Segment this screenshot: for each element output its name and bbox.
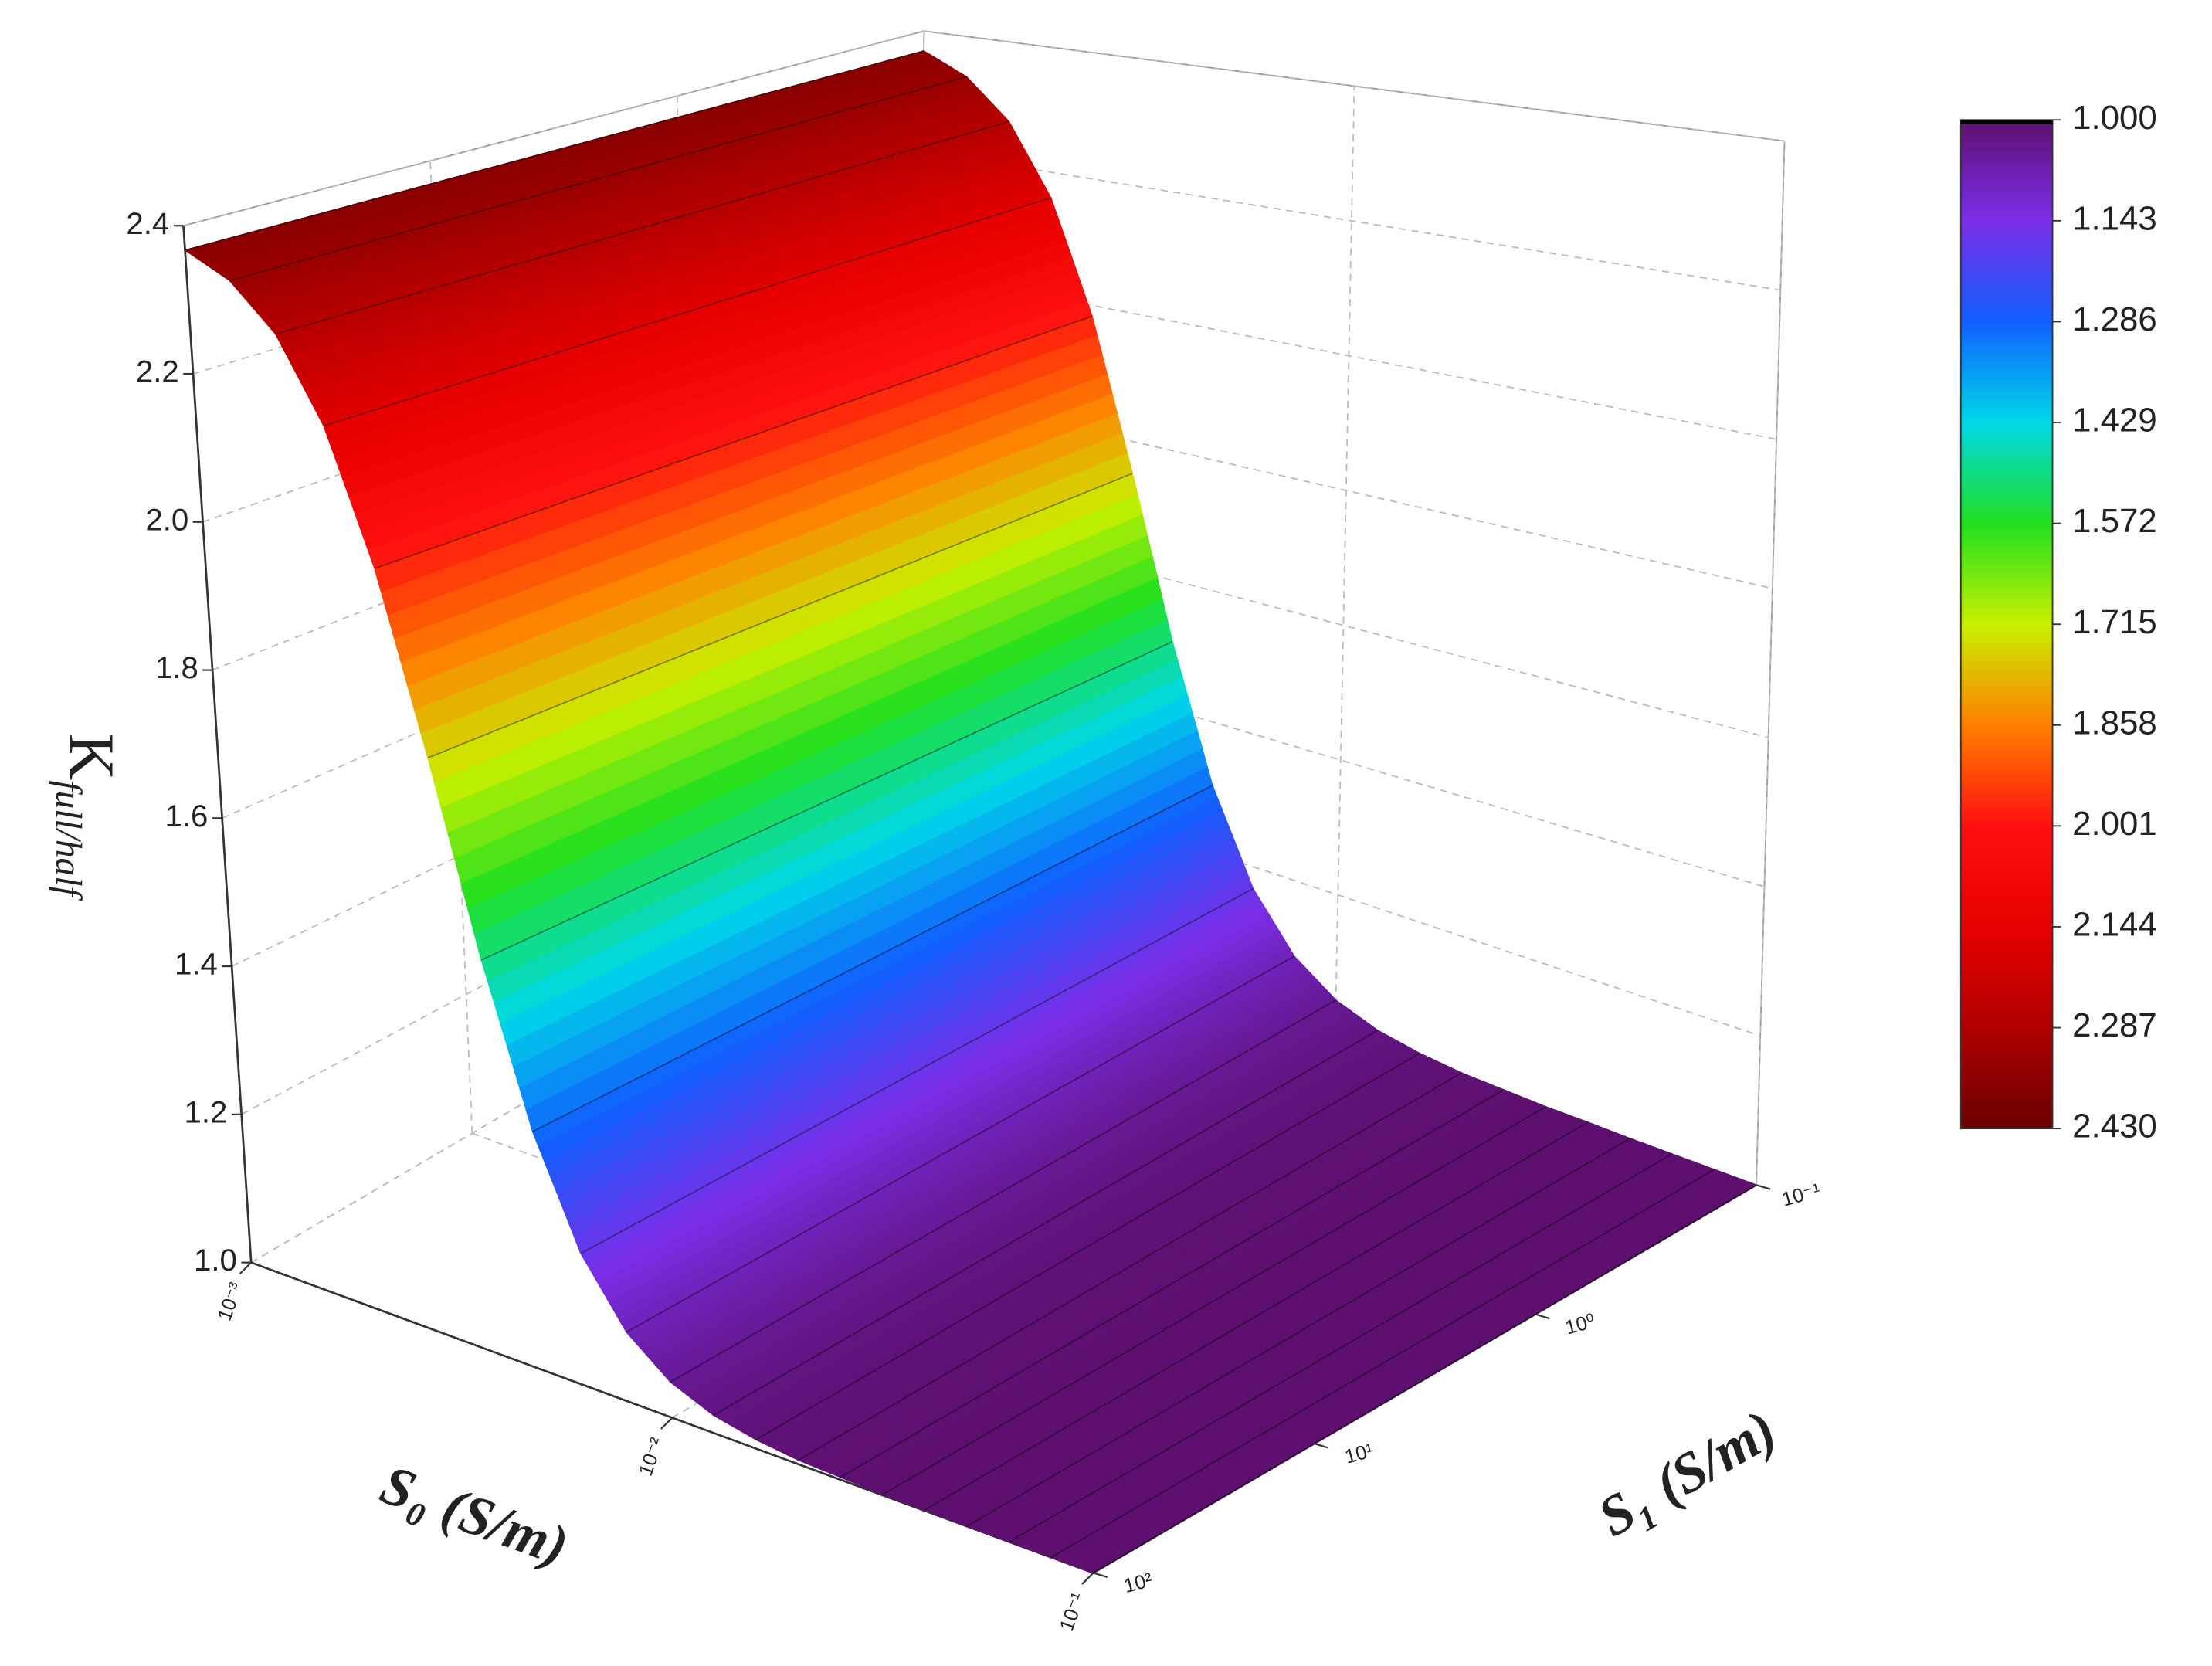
colorbar [1959, 119, 2054, 1130]
surface-mesh-line [1093, 1184, 1757, 1574]
surface-mesh-line [323, 197, 1051, 427]
z-tick-label: 1.8 [155, 650, 198, 685]
colorbar-label: 2.430 [2072, 1108, 2157, 1145]
surface-mesh-line [275, 120, 1009, 335]
y-tick [1314, 1442, 1329, 1449]
y-tick-label: 10⁻¹ [1779, 1180, 1823, 1211]
z-label-main: K [55, 734, 127, 781]
y-tick-label: 10⁰ [1563, 1310, 1598, 1339]
z-tick-label: 1.2 [185, 1094, 228, 1129]
surface-mesh-line [374, 315, 1093, 569]
y-axis-label: S₁ (S/m) [1587, 1398, 1786, 1549]
colorbar-label: 1.286 [2072, 300, 2157, 338]
y-tick [1093, 1572, 1108, 1578]
grid-line [916, 633, 1765, 887]
z-tick-label: 2.4 [126, 206, 169, 241]
surface-mesh-line [427, 473, 1133, 758]
x-tick-label: 10⁻² [635, 1434, 669, 1478]
grid-line [1334, 86, 1355, 1030]
surface-mesh-line [626, 955, 1295, 1333]
z-tick-label: 2.2 [136, 355, 179, 389]
surface-mesh-line [798, 1072, 1462, 1461]
y-tick-label: 10¹ [1342, 1440, 1376, 1468]
y-tick-label: 10² [1121, 1569, 1155, 1597]
surface-mesh-line [882, 1106, 1546, 1495]
z-tick-label: 1.0 [194, 1243, 237, 1277]
z-tick-label: 1.4 [175, 947, 218, 982]
colorbar-label: 1.858 [2072, 704, 2157, 741]
z-axis-label: Kfull/half [48, 734, 127, 901]
y-tick [1535, 1313, 1550, 1320]
colorbar-label: 1.429 [2072, 402, 2157, 439]
y-tick [1756, 1184, 1771, 1190]
surface-mesh-line [840, 1089, 1505, 1478]
surface-mesh-line [1050, 1169, 1715, 1559]
surface-mesh-line [924, 1121, 1589, 1511]
colorbar-label: 1.572 [2072, 502, 2157, 540]
surface-mesh-line [670, 999, 1336, 1383]
surface-mesh-line [532, 785, 1213, 1132]
colorbar-label: 1.143 [2072, 199, 2157, 237]
surface-mesh-line [480, 641, 1173, 961]
colorbar-label: 2.001 [2072, 805, 2157, 843]
z-label-sub: full/half [48, 780, 88, 901]
x-tick-label: 10⁻¹ [1056, 1590, 1090, 1634]
surface-mesh-line [713, 1030, 1379, 1417]
surface-mesh-line [1009, 1153, 1673, 1542]
x-tick [660, 1417, 673, 1430]
x-axis-label: S₀ (S/m) [373, 1453, 576, 1578]
colorbar-label: 1.000 [2072, 99, 2157, 137]
x-tick [1081, 1572, 1094, 1585]
grid-line [183, 30, 924, 227]
x-tick [239, 1261, 252, 1275]
colorbar-label: 2.287 [2072, 1006, 2157, 1044]
grid-line [1756, 141, 1786, 1186]
surface-mesh-line [966, 1138, 1630, 1527]
z-tick-label: 1.6 [165, 799, 208, 833]
surface-mesh-line [185, 50, 924, 251]
z-axis [182, 226, 253, 1263]
x-tick-label: 10⁻³ [214, 1279, 248, 1323]
colorbar-label: 1.715 [2072, 603, 2157, 641]
colorbar-label: 2.144 [2072, 906, 2157, 944]
grid-line [915, 753, 1761, 1037]
surface-mesh-line [580, 887, 1254, 1254]
surface-mesh-line [755, 1052, 1420, 1440]
surface-mesh-line [229, 76, 967, 282]
z-tick-label: 2.0 [145, 502, 188, 537]
grid-line [922, 151, 1781, 291]
